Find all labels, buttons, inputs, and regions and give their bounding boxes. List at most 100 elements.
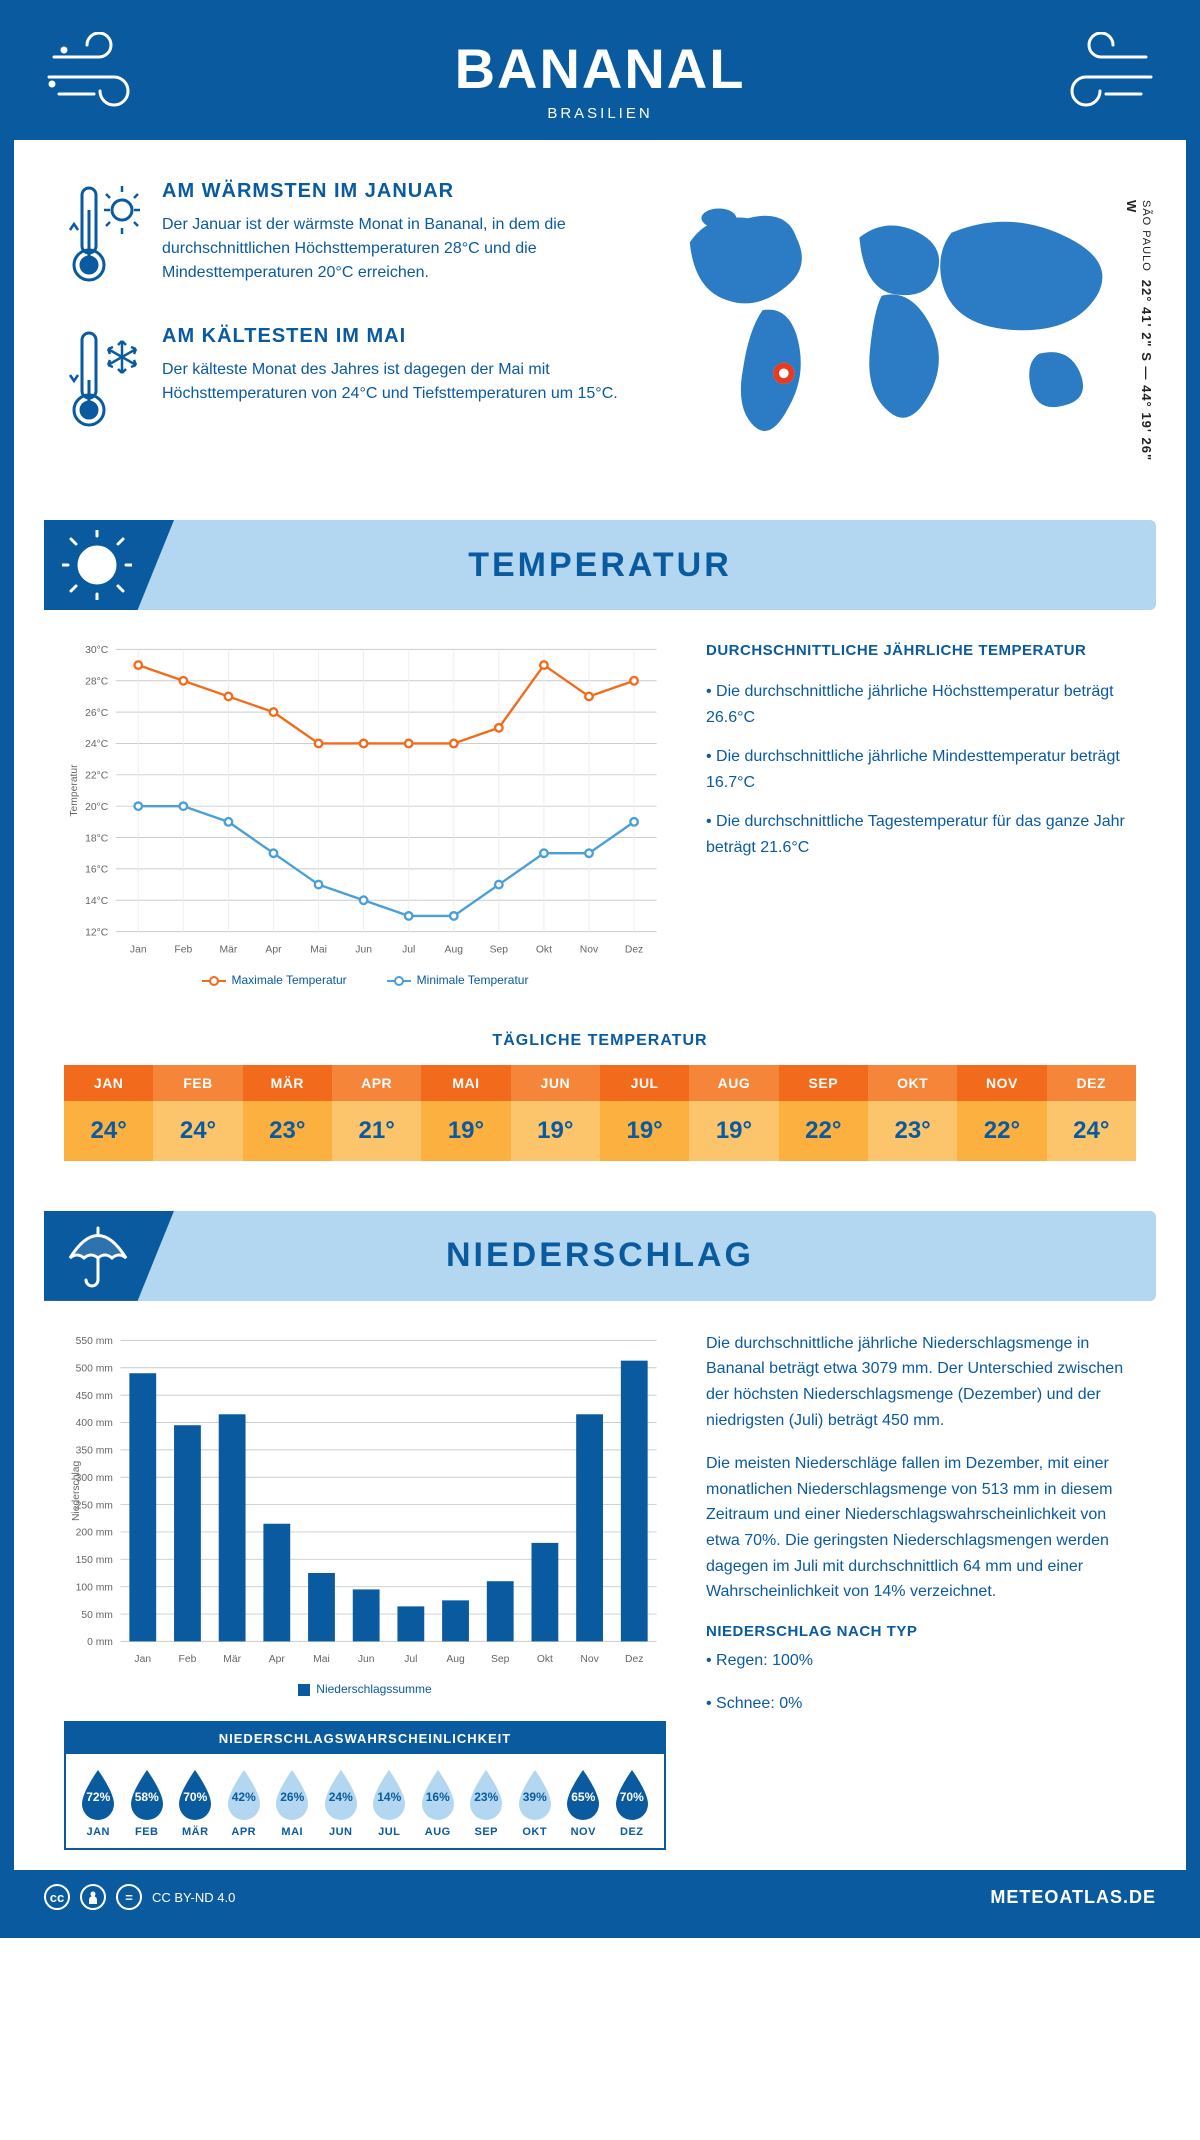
daily-value: 22° — [957, 1101, 1046, 1161]
svg-text:100 mm: 100 mm — [76, 1582, 113, 1593]
prob-cell: 70% MÄR — [171, 1768, 220, 1838]
nd-icon: = — [116, 1884, 142, 1910]
svg-text:Mai: Mai — [310, 944, 327, 955]
svg-text:Okt: Okt — [537, 1654, 553, 1665]
temp-legend: Maximale Temperatur Minimale Temperatur — [64, 973, 666, 987]
prob-cell: 16% AUG — [414, 1768, 463, 1838]
svg-text:0 mm: 0 mm — [87, 1637, 113, 1648]
daily-month: DEZ — [1047, 1065, 1136, 1101]
precipitation-banner: NIEDERSCHLAG — [44, 1211, 1156, 1301]
svg-text:20°C: 20°C — [85, 802, 109, 813]
wind-icon — [44, 32, 154, 122]
city-title: BANANAL — [14, 36, 1186, 101]
svg-text:Sep: Sep — [491, 1654, 510, 1665]
header-banner: BANANAL BRASILIEN — [14, 14, 1186, 140]
cc-icon: cc — [44, 1884, 70, 1910]
svg-text:400 mm: 400 mm — [76, 1418, 113, 1429]
prob-cell: 26% MAI — [268, 1768, 317, 1838]
world-map — [651, 180, 1136, 460]
svg-text:30°C: 30°C — [85, 645, 109, 656]
precip-legend: Niederschlagssumme — [64, 1682, 666, 1696]
svg-text:Mai: Mai — [313, 1654, 330, 1665]
svg-text:350 mm: 350 mm — [76, 1445, 113, 1456]
temperature-title: TEMPERATUR — [468, 546, 732, 585]
daily-month: APR — [332, 1065, 421, 1101]
thermometer-snow-icon — [64, 325, 144, 440]
svg-text:500 mm: 500 mm — [76, 1363, 113, 1374]
svg-text:14°C: 14°C — [85, 896, 109, 907]
daily-month: MÄR — [243, 1065, 332, 1101]
daily-value: 23° — [868, 1101, 957, 1161]
svg-text:Sep: Sep — [490, 944, 509, 955]
daily-value: 24° — [64, 1101, 153, 1161]
raindrop-icon: 70% — [612, 1768, 652, 1820]
prob-cell: 23% SEP — [462, 1768, 511, 1838]
intro-row: AM WÄRMSTEN IM JANUAR Der Januar ist der… — [14, 140, 1186, 500]
daily-value: 22° — [779, 1101, 868, 1161]
daily-month: JUL — [600, 1065, 689, 1101]
svg-text:Temperatur: Temperatur — [69, 764, 80, 817]
raindrop-icon: 72% — [78, 1768, 118, 1820]
svg-text:Nov: Nov — [580, 944, 599, 955]
svg-text:26°C: 26°C — [85, 708, 109, 719]
daily-month: FEB — [153, 1065, 242, 1101]
prob-cell: 24% JUN — [317, 1768, 366, 1838]
svg-text:18°C: 18°C — [85, 833, 109, 844]
raindrop-icon: 65% — [563, 1768, 603, 1820]
raindrop-icon: 58% — [127, 1768, 167, 1820]
daily-value: 23° — [243, 1101, 332, 1161]
precip-probability-box: NIEDERSCHLAGSWAHRSCHEINLICHKEIT 72% JAN … — [64, 1721, 666, 1850]
by-icon — [80, 1884, 106, 1910]
footer: cc = CC BY-ND 4.0 METEOATLAS.DE — [14, 1870, 1186, 1924]
raindrop-icon: 39% — [515, 1768, 555, 1820]
daily-value: 24° — [153, 1101, 242, 1161]
svg-text:Niederschlag: Niederschlag — [71, 1460, 82, 1521]
svg-text:Okt: Okt — [536, 944, 552, 955]
daily-month: OKT — [868, 1065, 957, 1101]
daily-month: JAN — [64, 1065, 153, 1101]
temperature-banner: TEMPERATUR — [44, 520, 1156, 610]
daily-value: 19° — [511, 1101, 600, 1161]
prob-cell: 42% APR — [220, 1768, 269, 1838]
svg-text:Jul: Jul — [402, 944, 415, 955]
svg-text:Dez: Dez — [625, 1654, 643, 1665]
prob-cell: 39% OKT — [511, 1768, 560, 1838]
sun-icon — [44, 520, 174, 610]
precipitation-info: Die durchschnittliche jährliche Niedersc… — [706, 1331, 1136, 1851]
precipitation-chart: 0 mm50 mm100 mm150 mm200 mm250 mm300 mm3… — [64, 1331, 666, 1697]
svg-text:550 mm: 550 mm — [76, 1336, 113, 1347]
svg-text:Aug: Aug — [446, 1654, 465, 1665]
svg-text:Dez: Dez — [625, 944, 643, 955]
raindrop-icon: 42% — [224, 1768, 264, 1820]
daily-temp-table: JANFEBMÄRAPRMAIJUNJULAUGSEPOKTNOVDEZ 24°… — [64, 1065, 1136, 1161]
raindrop-icon: 14% — [369, 1768, 409, 1820]
svg-text:Apr: Apr — [269, 1654, 286, 1665]
svg-text:Jul: Jul — [404, 1654, 417, 1665]
raindrop-icon: 70% — [175, 1768, 215, 1820]
daily-month: NOV — [957, 1065, 1046, 1101]
svg-text:200 mm: 200 mm — [76, 1528, 113, 1539]
svg-text:24°C: 24°C — [85, 739, 109, 750]
country-subtitle: BRASILIEN — [14, 105, 1186, 122]
svg-text:Jun: Jun — [355, 944, 372, 955]
svg-text:Nov: Nov — [580, 1654, 599, 1665]
umbrella-icon — [44, 1211, 174, 1301]
svg-text:Jun: Jun — [358, 1654, 375, 1665]
svg-text:450 mm: 450 mm — [76, 1391, 113, 1402]
raindrop-icon: 16% — [418, 1768, 458, 1820]
prob-cell: 70% DEZ — [608, 1768, 657, 1838]
daily-month: JUN — [511, 1065, 600, 1101]
site-name: METEOATLAS.DE — [990, 1887, 1156, 1908]
daily-value: 19° — [600, 1101, 689, 1161]
daily-month: SEP — [779, 1065, 868, 1101]
thermometer-sun-icon — [64, 180, 144, 295]
warmest-title: AM WÄRMSTEN IM JANUAR — [162, 180, 621, 203]
raindrop-icon: 24% — [321, 1768, 361, 1820]
svg-text:Feb: Feb — [174, 944, 192, 955]
prob-cell: 58% FEB — [123, 1768, 172, 1838]
raindrop-icon: 23% — [466, 1768, 506, 1820]
svg-text:Apr: Apr — [265, 944, 282, 955]
svg-text:Feb: Feb — [179, 1654, 197, 1665]
svg-text:28°C: 28°C — [85, 677, 109, 688]
wind-icon — [1046, 32, 1156, 122]
